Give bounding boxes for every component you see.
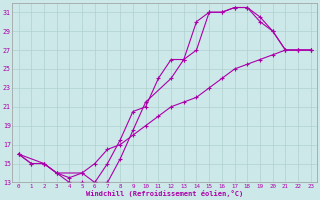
X-axis label: Windchill (Refroidissement éolien,°C): Windchill (Refroidissement éolien,°C)	[86, 190, 243, 197]
